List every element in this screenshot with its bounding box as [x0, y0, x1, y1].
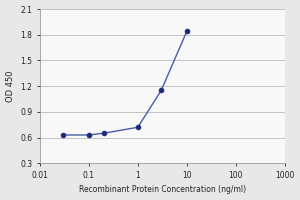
Y-axis label: OD 450: OD 450 — [6, 70, 15, 102]
X-axis label: Recombinant Protein Concentration (ng/ml): Recombinant Protein Concentration (ng/ml… — [79, 185, 246, 194]
